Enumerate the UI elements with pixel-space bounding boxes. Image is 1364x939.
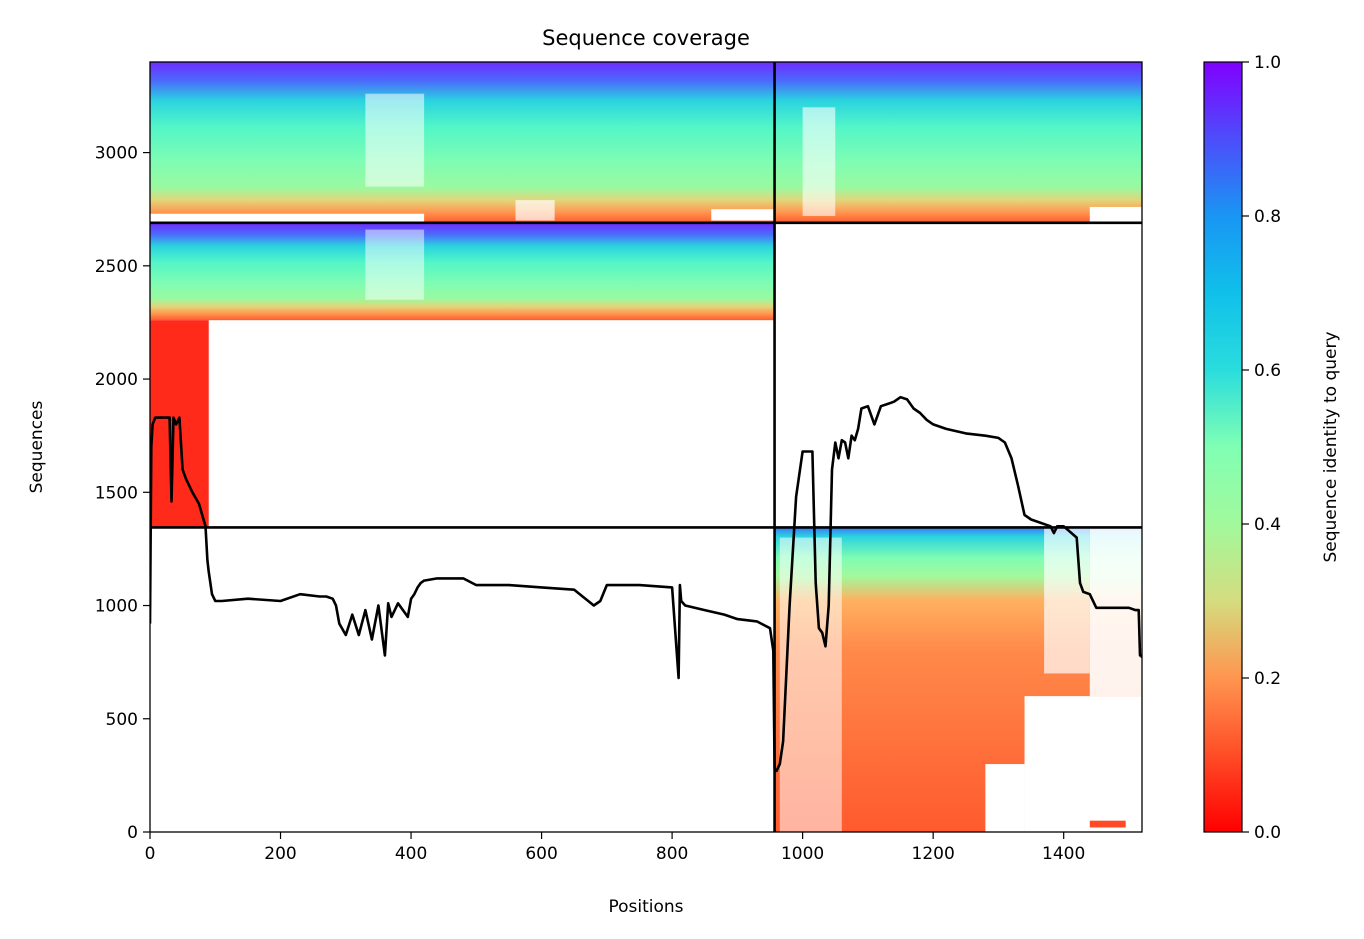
colorbar-tick-label: 0.2 [1254,669,1281,689]
colorbar-tick-label: 0.8 [1254,207,1281,227]
chain-boundaries [150,62,1142,832]
msa-gap-7 [1089,206,1142,223]
x-tick-label: 0 [145,844,156,864]
colorbar-label: Sequence identity to query [1321,331,1341,562]
msa-gap-3 [365,229,425,300]
colorbar-tick-label: 1.0 [1254,53,1281,73]
msa-gap-9 [1044,527,1090,674]
colorbar-ticks: 0.0 0.2 0.4 0.6 0.8 1.0 [1242,53,1281,843]
chart-title: Sequence coverage [542,26,750,50]
coverage-line-layer [150,395,1142,773]
msa-gap-6 [150,213,425,223]
x-tick-label: 1400 [1042,844,1085,864]
colorbar-tick-label: 0.6 [1254,361,1281,381]
coverage-line [150,395,1142,773]
x-tick-label: 600 [525,844,557,864]
x-tick-label: 400 [395,844,427,864]
y-tick-label: 500 [106,710,138,730]
plot-frame [149,61,1143,833]
x-axis-label: Positions [608,897,683,917]
colorbar [1204,62,1242,832]
msa-gap-0 [365,93,425,187]
chain-2-msa-top [774,62,1142,223]
chain-1-msa-middle [150,222,775,321]
y-tick-label: 0 [127,823,138,843]
msa-gap-1 [802,107,836,216]
msa-gap-8 [1089,527,1142,697]
msa-gap-2 [779,537,842,832]
x-tick-label: 200 [264,844,296,864]
msa-gap-10 [1024,696,1142,832]
msa-gap-5 [711,209,775,221]
chain-1-msa-top [150,62,775,223]
x-tick-label: 1000 [781,844,824,864]
y-tick-label: 1500 [95,483,138,503]
y-axis-label: Sequences [27,401,47,494]
x-tick-label: 1200 [912,844,955,864]
msa-heatmap [150,62,1142,832]
inset-bar [1089,820,1126,828]
y-axis: 0 500 1000 1500 2000 2500 3000 [95,144,150,843]
y-tick-label: 3000 [95,144,138,164]
x-tick-label: 800 [656,844,688,864]
colorbar-tick-label: 0.4 [1254,515,1281,535]
msa-gap-4 [515,200,555,221]
msa-gap-11 [985,764,1025,832]
y-tick-label: 2000 [95,370,138,390]
x-axis: 0 200 400 600 800 1000 1200 1400 [145,832,1085,864]
y-tick-label: 1000 [95,597,138,617]
colorbar-frame [1203,61,1243,833]
colorbar-tick-label: 0.0 [1254,823,1281,843]
y-tick-label: 2500 [95,257,138,277]
